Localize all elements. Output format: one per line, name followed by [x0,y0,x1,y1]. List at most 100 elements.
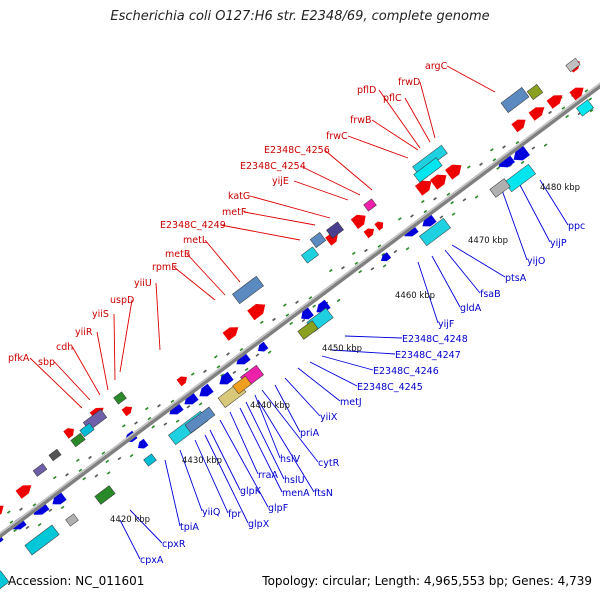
leader-line [419,81,436,139]
feature-dot [489,148,494,152]
leader-line [72,346,101,396]
feature-dot [328,268,333,273]
leader-line [29,357,83,409]
gene-label-E2348C_4246: E2348C_4246 [373,366,439,377]
feature-dot [65,473,69,477]
gene-label-yijF: yijF [438,319,454,330]
feature-dot [239,347,244,352]
leader-line [229,411,259,475]
leader-line [331,349,396,355]
leader-line [254,394,281,459]
scale-tick-label: 4470 kbp [468,236,508,246]
reverse-gene-arrow [184,391,199,405]
gene-label-fpr: fpr [228,509,241,520]
leader-line [209,429,241,491]
feature-dot [589,109,594,113]
gene-label-cdh: cdh [56,342,73,353]
feature-dot [13,528,18,533]
leader-line [324,149,373,191]
gene-label-rpmE: rpmE [152,262,177,273]
feature-dot [25,525,30,530]
genome-stats: Topology: circular; Length: 4,965,553 bp… [262,574,592,588]
gene-label-pflD: pflD [357,85,376,96]
feature-dot [420,199,425,204]
gene-label-E2348C_4245: E2348C_4245 [357,382,423,393]
gene-label-metL: metL [183,235,208,246]
feature-dot [450,200,455,205]
gene-label-E2348C_4248: E2348C_4248 [402,334,468,345]
leader-line [293,180,349,201]
gene-label-yiiQ: yiiQ [202,507,220,518]
gene-block [576,99,594,117]
gene-label-tpiA: tpiA [180,522,199,533]
scale-ticks: 4420 kbp 4430 kbp 4440 kbp 4450 kbp 4460 kbp… [110,183,580,525]
genes-label: Genes: [511,574,554,588]
feature-dot [466,165,471,169]
gene-label-gldA: gldA [460,303,482,314]
gene-label-priA: priA [300,428,320,439]
feature-dot [405,247,410,251]
leader-line [249,195,331,219]
reverse-gene-arrow [0,531,4,545]
leader-line [186,253,226,296]
length-value: 4,965,553 bp [423,574,504,588]
gene-label-metB: metB [165,249,190,260]
accession-value: NC_011601 [75,574,145,588]
leader-line [321,355,374,371]
accession-label: Accession: [8,574,72,588]
gene-label-glpX: glpX [248,519,270,530]
feature-dot [312,304,317,308]
gene-label-frwC: frwC [326,131,348,142]
feature-dot [272,317,276,322]
forward-gene-arrow [374,221,384,231]
feature-dot [19,507,23,511]
gene-label-yiiR: yiiR [75,327,93,338]
reverse-gene-arrow [301,307,314,320]
leader-line [417,261,439,324]
feature-dot [106,471,111,475]
forward-gene-arrow [415,180,432,196]
feature-dot [259,320,264,325]
reverse-gene-arrow [52,491,67,505]
feature-dot [282,303,287,307]
gene-label-fsaB: fsaB [480,289,501,300]
gene-label-sbp: sbp [38,357,55,368]
feature-dot [548,110,552,115]
feature-dot [134,421,138,425]
gene-label-yiiU: yiiU [134,278,152,289]
leader-line [119,519,141,560]
feature-dot [170,399,175,403]
leader-line [297,367,341,402]
gene-block [94,485,116,505]
forward-gene-arrow [430,174,447,190]
leader-line [239,407,283,493]
gene-label-frwB: frwB [350,115,372,126]
forward-gene-arrow [0,505,4,519]
gene-label-cpxR: cpxR [162,539,186,550]
feature-dot [354,261,359,265]
gene-block [65,513,79,527]
feature-dot [105,459,110,464]
feature-dot [364,248,368,253]
feature-dot [308,296,313,300]
gene-block [24,524,60,556]
feature-dot [336,298,341,303]
reverse-gene-arrow [169,401,184,415]
genome-backbone [0,82,600,539]
gene-label-E2348C_4249: E2348C_4249 [160,220,226,231]
feature-dot [88,455,92,460]
gene-block [32,463,48,477]
feature-dot [157,404,161,408]
feature-dot [151,425,156,429]
feature-dot [439,215,444,219]
reverse-gene-arrow [137,438,149,449]
leader-line [119,299,133,373]
feature-dot [203,369,207,373]
feature-dot [48,508,53,512]
feature-dot [393,249,398,254]
leader-line [257,399,315,493]
reverse-gene-arrow [498,152,515,168]
gene-label-E2348C_4256: E2348C_4256 [264,145,330,156]
gene-block [297,320,319,340]
feature-dot [433,197,437,201]
